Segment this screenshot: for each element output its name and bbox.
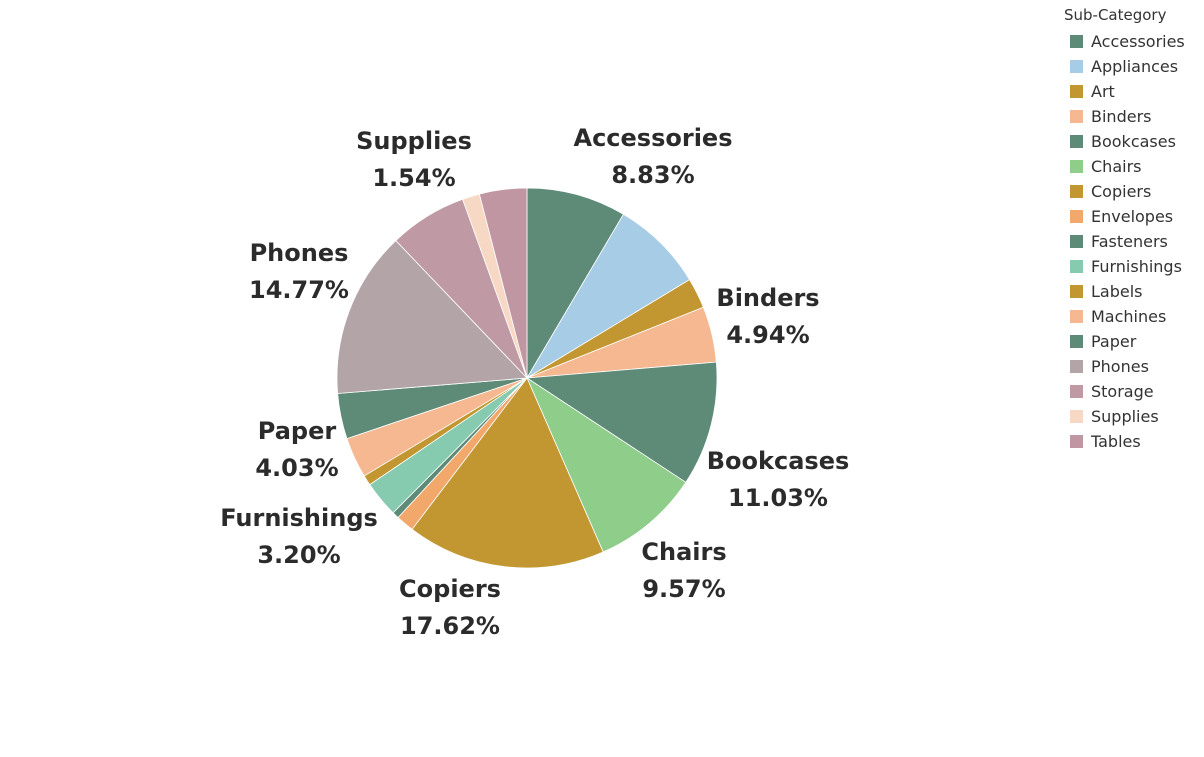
slice-label-percent: 8.83% (611, 161, 694, 189)
legend-swatch (1070, 210, 1083, 223)
legend-item-phones[interactable]: Phones (1064, 354, 1185, 379)
pie-slice-copiers[interactable] (411, 377, 604, 569)
slice-label-name: Supplies (356, 127, 472, 155)
legend-item-art[interactable]: Art (1064, 79, 1185, 104)
legend-item-binders[interactable]: Binders (1064, 104, 1185, 129)
slice-label-name: Chairs (641, 538, 726, 566)
legend-swatch (1070, 60, 1083, 73)
slice-label-phones: Phones 14.77% (249, 239, 349, 304)
legend-label: Binders (1091, 107, 1152, 126)
legend-item-furnishings[interactable]: Furnishings (1064, 254, 1185, 279)
slice-label-supplies: Supplies 1.54% (356, 127, 472, 192)
legend-item-paper[interactable]: Paper (1064, 329, 1185, 354)
legend-item-bookcases[interactable]: Bookcases (1064, 129, 1185, 154)
legend-label: Copiers (1091, 182, 1152, 201)
legend-item-appliances[interactable]: Appliances (1064, 54, 1185, 79)
legend-swatch (1070, 110, 1083, 123)
legend-swatch (1070, 385, 1083, 398)
legend-label: Accessories (1091, 32, 1185, 51)
legend-item-storage[interactable]: Storage (1064, 379, 1185, 404)
slice-label-name: Binders (716, 284, 819, 312)
slice-label-name: Paper (258, 417, 337, 445)
slice-label-paper: Paper 4.03% (255, 417, 338, 482)
pie-slice-accessories[interactable] (526, 187, 624, 380)
slice-label-percent: 9.57% (642, 575, 725, 603)
legend-swatch (1070, 85, 1083, 98)
legend-swatch (1070, 185, 1083, 198)
slice-label-chairs: Chairs 9.57% (641, 538, 726, 603)
legend-label: Phones (1091, 357, 1149, 376)
legend-item-accessories[interactable]: Accessories (1064, 29, 1185, 54)
slice-label-binders: Binders 4.94% (716, 284, 819, 349)
legend-item-fasteners[interactable]: Fasteners (1064, 229, 1185, 254)
slice-label-name: Phones (250, 239, 349, 267)
slice-label-bookcases: Bookcases 11.03% (707, 447, 850, 512)
legend-item-labels[interactable]: Labels (1064, 279, 1185, 304)
slice-labels: Accessories 8.83% Binders 4.94% Bookcases 11.… (220, 124, 849, 640)
slice-label-copiers: Copiers 17.62% (399, 575, 501, 640)
slice-label-percent: 4.03% (255, 454, 338, 482)
slice-label-name: Furnishings (220, 504, 378, 532)
slice-label-furnishings: Furnishings 3.20% (220, 504, 378, 569)
legend: Sub-Category Accessories Appliances Art Bin… (1064, 6, 1185, 454)
legend-item-copiers[interactable]: Copiers (1064, 179, 1185, 204)
slice-label-percent: 17.62% (400, 612, 500, 640)
legend-swatch (1070, 360, 1083, 373)
legend-item-tables[interactable]: Tables (1064, 429, 1185, 454)
legend-title: Sub-Category (1064, 6, 1167, 24)
legend-label: Machines (1091, 307, 1167, 326)
legend-swatch (1070, 160, 1083, 173)
pie-slice-phones[interactable] (336, 239, 528, 394)
legend-label: Supplies (1091, 407, 1159, 426)
legend-label: Chairs (1091, 157, 1142, 176)
legend-label: Paper (1091, 332, 1137, 351)
legend-label: Fasteners (1091, 232, 1168, 251)
legend-swatch (1070, 310, 1083, 323)
legend-swatch (1070, 335, 1083, 348)
legend-swatch (1070, 435, 1083, 448)
legend-item-chairs[interactable]: Chairs (1064, 154, 1185, 179)
slice-label-name: Bookcases (707, 447, 850, 475)
legend-label: Appliances (1091, 57, 1179, 76)
legend-swatch (1070, 235, 1083, 248)
pie-slices (336, 187, 718, 569)
legend-items: Accessories Appliances Art Binders Bookcases… (1064, 29, 1185, 454)
slice-label-percent: 3.20% (257, 541, 340, 569)
legend-swatch (1070, 135, 1083, 148)
pie-slice-appliances[interactable] (526, 213, 691, 379)
slice-label-accessories: Accessories 8.83% (574, 124, 733, 189)
legend-label: Storage (1091, 382, 1154, 401)
legend-label: Envelopes (1091, 207, 1174, 226)
legend-label: Bookcases (1091, 132, 1176, 151)
legend-label: Furnishings (1091, 257, 1182, 276)
slice-label-name: Copiers (399, 575, 501, 603)
legend-item-supplies[interactable]: Supplies (1064, 404, 1185, 429)
legend-item-envelopes[interactable]: Envelopes (1064, 204, 1185, 229)
legend-swatch (1070, 260, 1083, 273)
slice-label-name: Accessories (574, 124, 733, 152)
pie-slice-chairs[interactable] (526, 376, 687, 553)
legend-swatch (1070, 35, 1083, 48)
legend-label: Labels (1091, 282, 1143, 301)
pie-slice-bookcases[interactable] (525, 361, 718, 483)
legend-label: Art (1091, 82, 1115, 101)
pie-slice-tables[interactable] (478, 187, 528, 379)
legend-label: Tables (1091, 432, 1141, 451)
slice-label-percent: 14.77% (249, 276, 349, 304)
slice-label-percent: 4.94% (726, 321, 809, 349)
legend-swatch (1070, 410, 1083, 423)
slice-label-percent: 11.03% (728, 484, 828, 512)
legend-swatch (1070, 285, 1083, 298)
slice-label-percent: 1.54% (372, 164, 455, 192)
legend-item-machines[interactable]: Machines (1064, 304, 1185, 329)
